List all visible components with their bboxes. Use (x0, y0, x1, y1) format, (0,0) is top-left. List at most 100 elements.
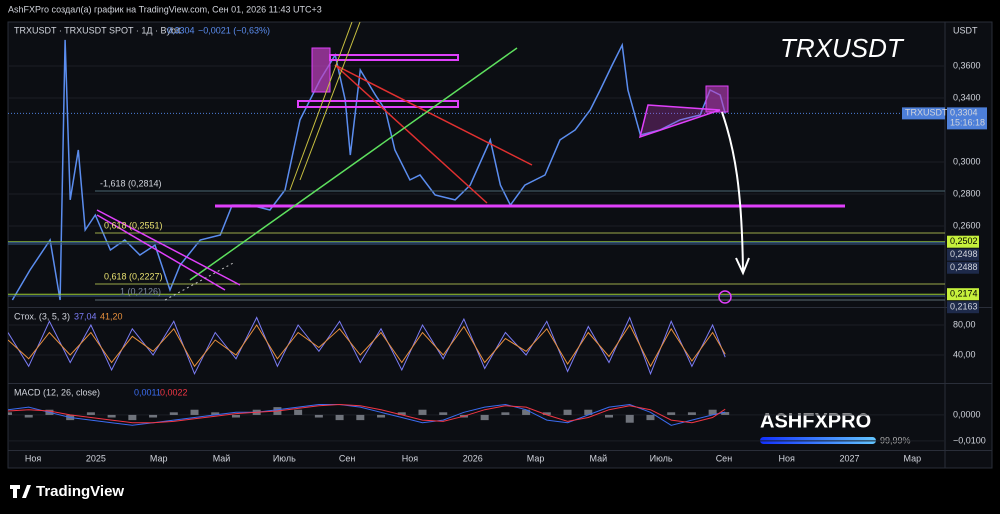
alert-icon (718, 290, 732, 304)
trend-line (289, 22, 353, 191)
y-tick-label: 0,2800 (953, 188, 981, 198)
trend-line (299, 22, 361, 181)
pane-title: Стох. (3, 5, 3) (14, 311, 70, 321)
histogram-bar (721, 412, 730, 415)
x-tick-label: Мар (150, 453, 168, 463)
triangle (638, 104, 721, 139)
histogram-bar (418, 409, 427, 415)
y-tick-label: 0,3000 (953, 156, 981, 166)
pane (8, 316, 945, 376)
y-tick-label: 0,2600 (953, 220, 981, 230)
x-tick-label: Май (590, 453, 608, 463)
histogram-bar (169, 412, 178, 415)
channel-line (96, 214, 226, 291)
x-tick-label: Сен (339, 453, 356, 463)
level-label: 0,2498 (950, 249, 978, 259)
level-label: 0,2174 (950, 289, 978, 299)
zone (329, 54, 459, 61)
x-tick-label: Сен (716, 453, 733, 463)
level-label: 0,2502 (950, 236, 978, 246)
x-tick-label: Ноя (402, 453, 419, 463)
footer-brand: TradingView (36, 483, 124, 500)
histogram-bar (667, 412, 676, 415)
x-tick-label: Мар (904, 453, 922, 463)
histogram-bar (563, 409, 572, 415)
legend-value: 41,20 (100, 311, 123, 321)
histogram-bar (687, 412, 696, 415)
brand-progress-label: 99,99% (880, 435, 911, 445)
histogram-bar (24, 414, 33, 418)
series-line (8, 324, 726, 368)
fib-label: 1 (0,2126) (120, 286, 161, 296)
x-tick-label: Ноя (25, 453, 42, 463)
histogram-bar (231, 414, 240, 418)
level-tag (947, 248, 979, 261)
x-tick-label: Июль (650, 453, 673, 463)
histogram-bar (625, 414, 634, 423)
fib-label: 0,618 (0,2227) (104, 271, 163, 281)
symbol: TRXUSDT · TRXUSDT SPOT · 1Д · Bybit (14, 25, 181, 35)
price-tag-label: 0,3304 (950, 108, 978, 118)
histogram-bar (522, 409, 531, 415)
histogram-bar (107, 414, 116, 418)
tv-logo (10, 485, 31, 498)
level-tag (947, 235, 979, 248)
histogram-bar (211, 412, 220, 415)
y-tick-label: 0,3600 (953, 60, 981, 70)
x-tick-label: Май (213, 453, 231, 463)
channel-line (96, 209, 241, 286)
histogram-bar (190, 409, 199, 415)
series-line (8, 403, 726, 426)
change: −0,0021 (−0,63%) (198, 25, 270, 35)
histogram-bar (314, 414, 323, 418)
pane-title: MACD (12, 26, close) (14, 387, 100, 397)
x-tick-label: 2027 (840, 453, 860, 463)
legend-value: 0,0011 (134, 387, 161, 397)
trend-line (189, 47, 518, 281)
price-tag (947, 107, 987, 130)
symbol-tag-label: TRXUSDT (905, 108, 948, 118)
fib-label: -1,618 (0,2814) (100, 178, 162, 188)
x-tick-label: 2025 (86, 453, 106, 463)
level-tag (947, 288, 979, 301)
pane (8, 39, 945, 301)
legend-value: 37,04 (74, 311, 97, 321)
fib-label: 0,618 (0,2551) (104, 220, 163, 230)
symbol-tag (902, 107, 945, 120)
y-tick-label: 40,00 (953, 349, 976, 359)
series-line (8, 403, 726, 424)
x-tick-label: Мар (527, 453, 545, 463)
histogram-bar (605, 414, 614, 418)
y-tick-label: 80,00 (953, 319, 976, 329)
series-line (8, 316, 726, 376)
histogram-bar (542, 412, 551, 415)
histogram-bar (439, 412, 448, 415)
histogram-bar (128, 414, 137, 421)
trend-line (334, 64, 488, 204)
histogram-bar (501, 412, 510, 415)
zone (297, 100, 459, 108)
histogram-bar (8, 412, 12, 415)
histogram-bar (356, 414, 365, 421)
chart-frame (7, 21, 993, 469)
histogram-bar (584, 409, 593, 415)
level-label: 0,2488 (950, 262, 978, 272)
histogram-bar (480, 414, 489, 421)
legend-value: 0,0022 (160, 387, 188, 397)
level-tag (947, 261, 979, 274)
watermark: TRXUSDT (780, 33, 905, 63)
level-tag (947, 301, 979, 314)
histogram-bar (335, 414, 344, 421)
attribution: AshFXPro создал(а) график на TradingView… (8, 4, 322, 14)
histogram-bar (377, 414, 386, 418)
level-label: 0,2163 (950, 302, 978, 312)
trend-line (334, 64, 533, 166)
dotted-line (164, 261, 236, 301)
countdown: 15:16:18 (950, 118, 985, 128)
y-tick-label: 0,3400 (953, 92, 981, 102)
histogram-bar (149, 414, 158, 418)
histogram-bar (86, 412, 95, 415)
histogram-bar (708, 409, 717, 415)
y-tick-label: 0,0000 (953, 409, 981, 419)
y-tick-label: −0,0100 (953, 435, 986, 445)
